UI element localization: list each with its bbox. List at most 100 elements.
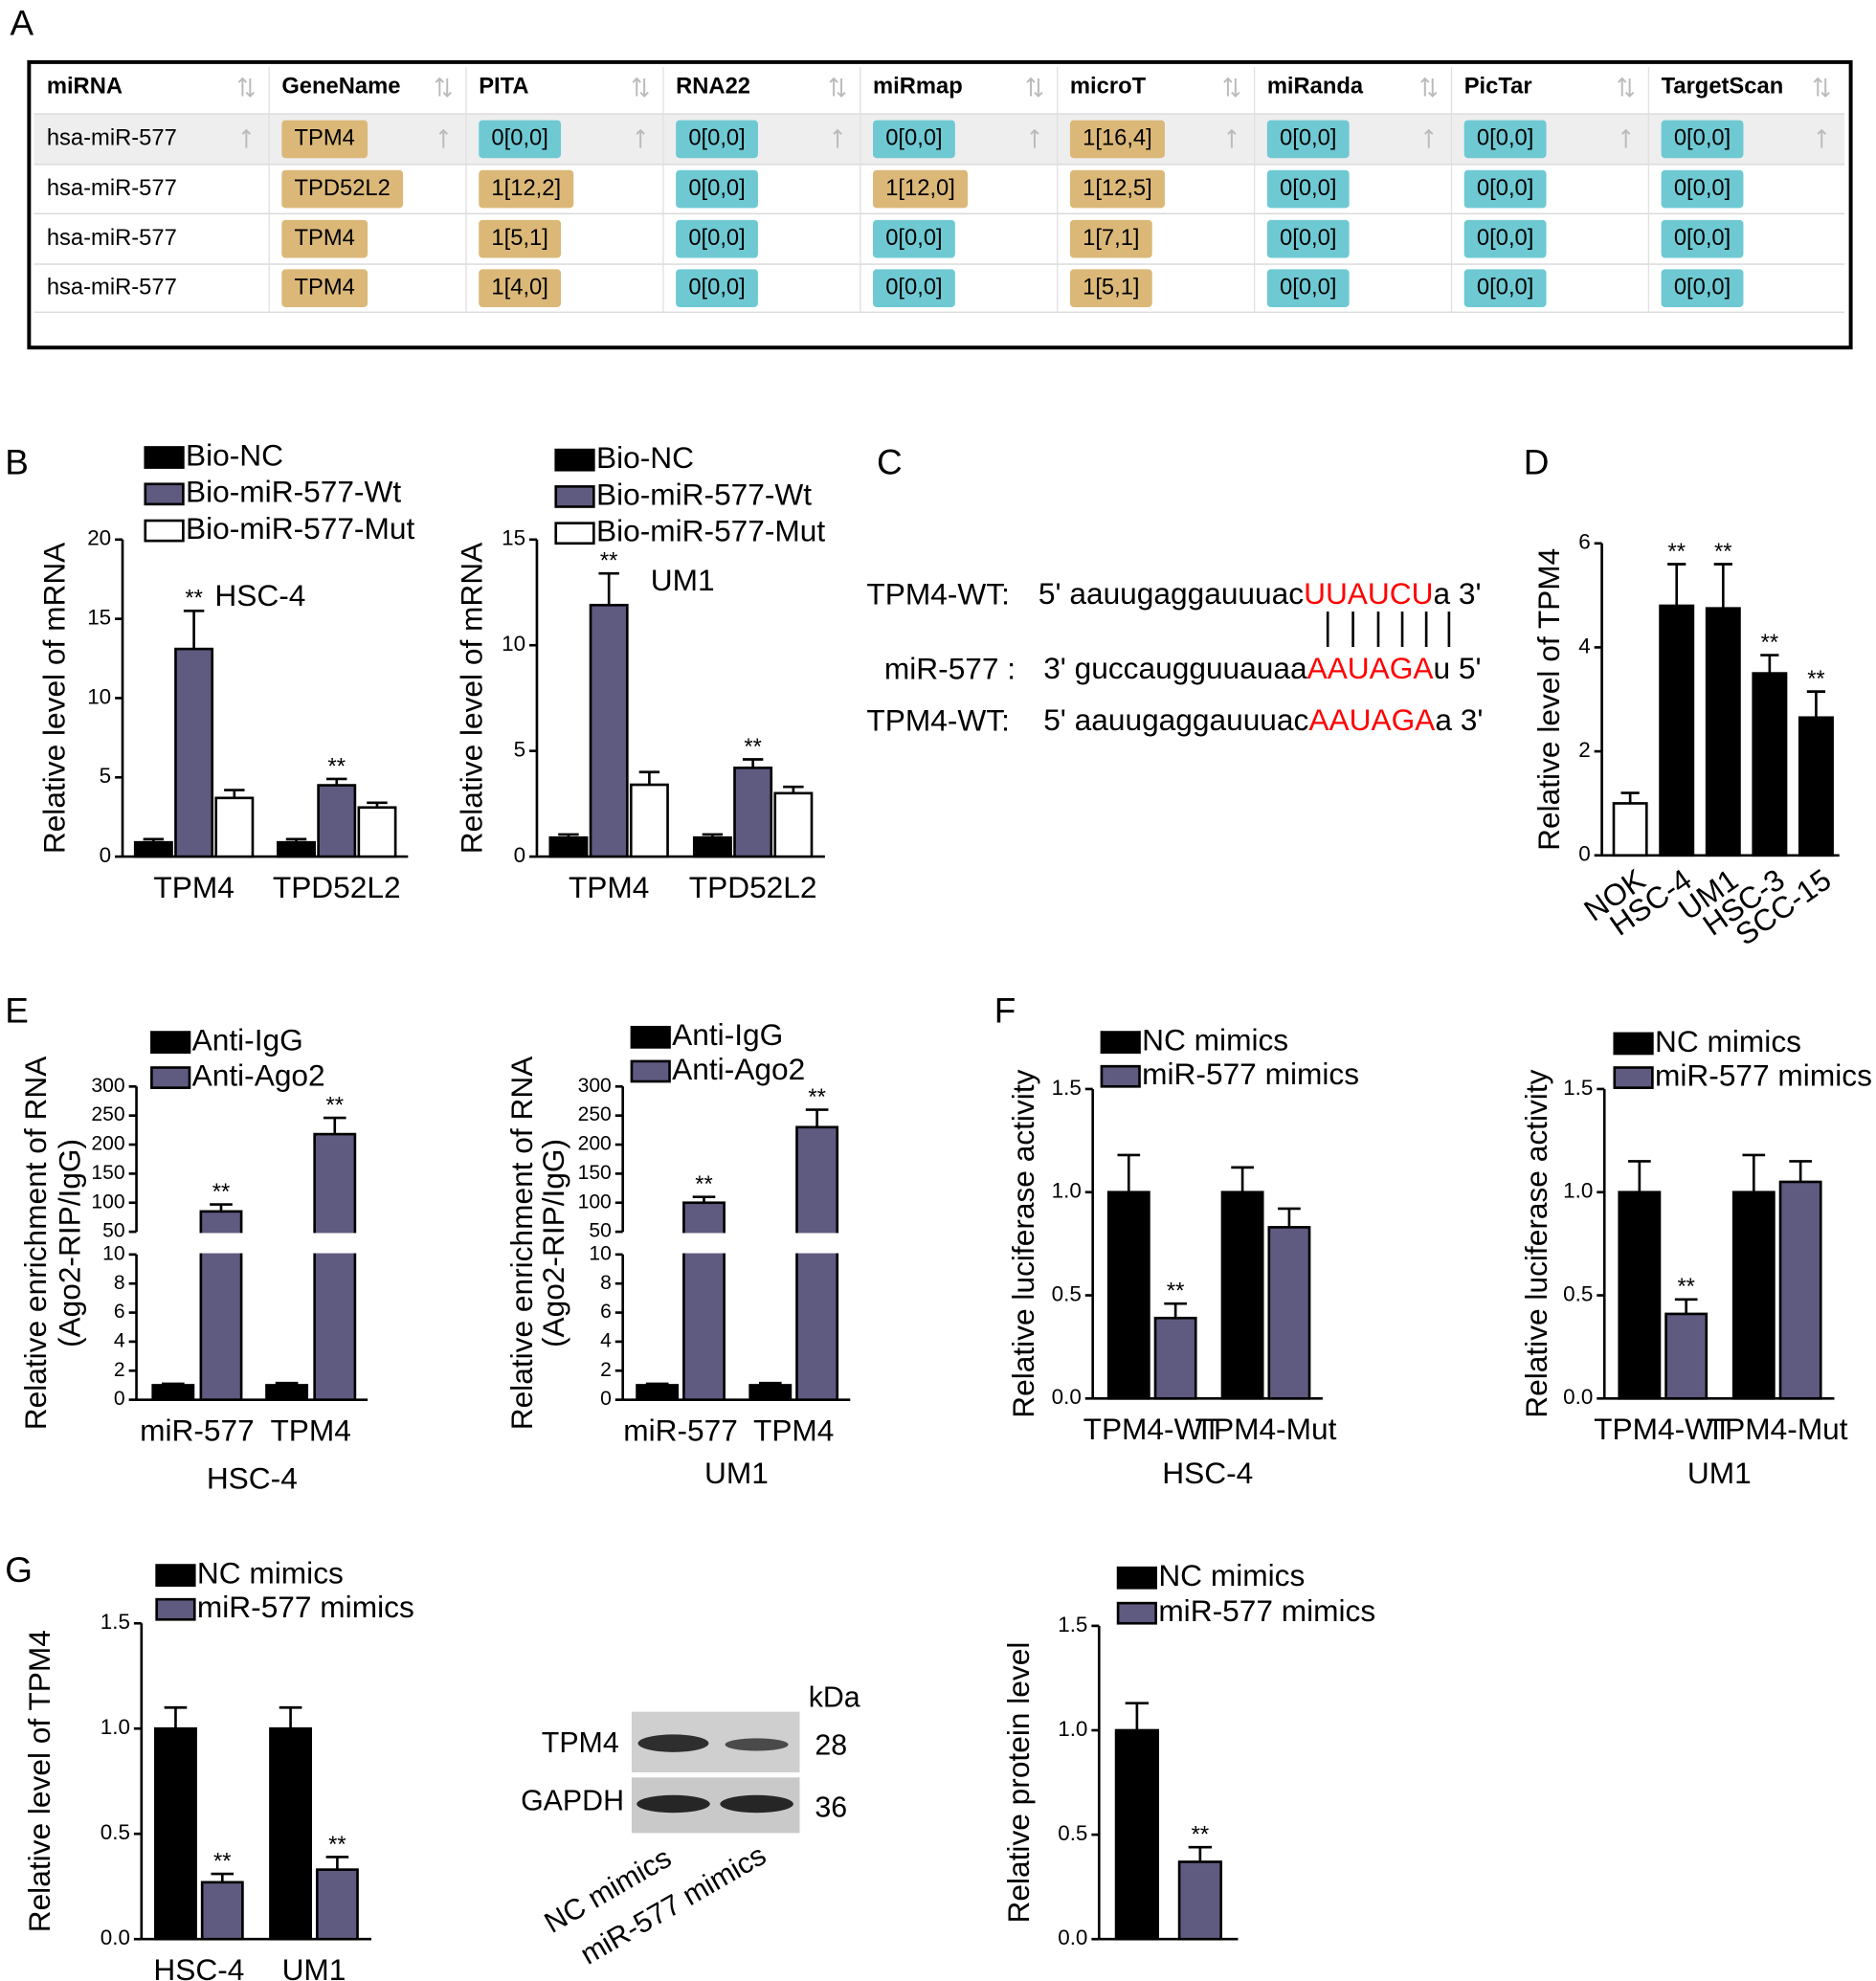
blot-band: [720, 1794, 793, 1814]
y-tick-label: 0: [1578, 842, 1590, 866]
cell-text: hsa-miR-577: [47, 274, 177, 300]
cell-badge: [873, 169, 969, 209]
legend-label: Bio-miR-577-Mut: [596, 514, 825, 548]
cell-text: 0[0,0]: [491, 125, 547, 151]
sequence-segment: UUAUCU: [1304, 577, 1433, 612]
cell-text: 1[12,0]: [885, 175, 955, 201]
cell-badge: [1463, 269, 1547, 307]
significance: **: [1677, 1274, 1695, 1300]
sort-icon: [1817, 128, 1826, 148]
y-tick-label: 4: [114, 1330, 125, 1352]
legend-swatch: [1116, 1601, 1157, 1625]
significance: **: [1761, 630, 1779, 656]
cell-text: 0[0,0]: [885, 274, 942, 300]
y-tick-label: 250: [91, 1103, 124, 1125]
significance: **: [1714, 539, 1732, 565]
cell-badge: [873, 269, 955, 307]
sequence: 5' aauugaggauuuacAAUAGAa 3': [1043, 703, 1483, 738]
sequence-segment: a 3': [1435, 703, 1483, 738]
bar: [277, 840, 316, 858]
bar: [629, 783, 669, 858]
sort-arrow-up: [1813, 77, 1822, 97]
cell-badge: [479, 219, 562, 258]
sort-arrow-down: [442, 78, 452, 98]
bar: [1778, 1180, 1822, 1400]
sort-arrow-up: [237, 77, 248, 97]
y-tick-label: 0.5: [1058, 1821, 1087, 1845]
sort-icon: [435, 77, 452, 98]
bar: [133, 840, 173, 858]
sort-arrow-down: [837, 78, 846, 98]
annotation: UM1: [651, 563, 715, 597]
bar: [1752, 672, 1788, 857]
y-axis-title: (Ago2-RIP/IgG): [53, 1139, 87, 1347]
error-bar: [1713, 563, 1732, 609]
x-tick-label: UM1: [282, 1952, 346, 1981]
significance: **: [212, 1179, 231, 1205]
sort-arrow-up: [1026, 77, 1036, 97]
error-bar: [1125, 1702, 1150, 1731]
significance: **: [600, 548, 618, 574]
legend-label: miR-577 mimics: [1142, 1057, 1359, 1091]
x-axis-title: HSC-4: [1162, 1456, 1253, 1490]
cell-text: hsa-miR-577: [47, 225, 177, 251]
cell-text: 1[12,5]: [1083, 175, 1152, 201]
error-bar: [1628, 1160, 1651, 1192]
y-tick-label: 0.0: [100, 1925, 130, 1949]
legend-swatch: [1613, 1066, 1654, 1089]
sort-icon: [632, 77, 649, 98]
y-tick-label: 0: [100, 843, 111, 867]
y-tick-label: 1.5: [1052, 1076, 1082, 1100]
bar: [1798, 716, 1834, 857]
cell-badge: [676, 169, 758, 209]
sort-icon: [1223, 77, 1240, 98]
bar: [313, 1132, 357, 1401]
legend-swatch: [144, 482, 185, 506]
y-tick-label: 6: [1578, 530, 1590, 554]
cell-badge: [1661, 120, 1744, 159]
blot-band: [637, 1734, 709, 1752]
cell-text: 0[0,0]: [688, 125, 745, 151]
sort-icon: [833, 128, 842, 148]
sort-arrow-up: [1227, 128, 1237, 148]
sequence-segment: a 3': [1434, 577, 1482, 612]
legend-swatch: [554, 448, 595, 472]
panel-label: B: [5, 443, 29, 482]
bar: [1177, 1860, 1222, 1941]
bar: [682, 1201, 726, 1401]
cell-text: 0[0,0]: [1477, 125, 1533, 151]
y-axis-title: Relative enrichment of RNA: [504, 1056, 539, 1430]
legend-label: miR-577 mimics: [197, 1590, 414, 1624]
sequence-label: TPM4-WT:: [866, 703, 1009, 738]
y-tick-label: 10: [589, 1242, 611, 1264]
bar: [733, 767, 773, 858]
cell-badge: [873, 219, 955, 258]
y-tick-label: 20: [87, 526, 111, 550]
legend-label: NC mimics: [1655, 1024, 1801, 1058]
legend-swatch: [144, 519, 185, 543]
y-tick-label: 6: [114, 1301, 125, 1323]
error-bar: [1164, 1302, 1187, 1319]
blot-size: 28: [815, 1730, 847, 1762]
sort-arrow-up: [1817, 128, 1826, 148]
significance: **: [328, 1832, 346, 1858]
legend-label: Bio-miR-577-Mut: [186, 511, 414, 545]
column-header: miRanda: [1267, 74, 1364, 100]
legend-swatch: [1116, 1566, 1157, 1590]
y-tick-label: 0: [600, 1388, 612, 1410]
error-bar: [1188, 1845, 1213, 1862]
sequence: 5' aauugaggauuuacUUAUCUa 3': [1038, 577, 1482, 612]
y-tick-label: 1.0: [1058, 1717, 1087, 1741]
blot-image: [631, 1711, 800, 1834]
bar: [1153, 1316, 1197, 1400]
error-bar: [279, 1705, 302, 1729]
y-axis-title: Relative level of TPM4: [22, 1630, 56, 1932]
y-tick-label: 200: [578, 1133, 612, 1155]
x-tick-label: TPM4: [153, 870, 234, 904]
cell-text: 0[0,0]: [1280, 225, 1336, 251]
y-tick-label: 50: [589, 1220, 611, 1242]
y-tick-label: 1.0: [1563, 1179, 1593, 1203]
bar: [1659, 604, 1695, 857]
sort-icon: [1813, 77, 1830, 98]
axis-break-gap: [198, 1233, 244, 1254]
